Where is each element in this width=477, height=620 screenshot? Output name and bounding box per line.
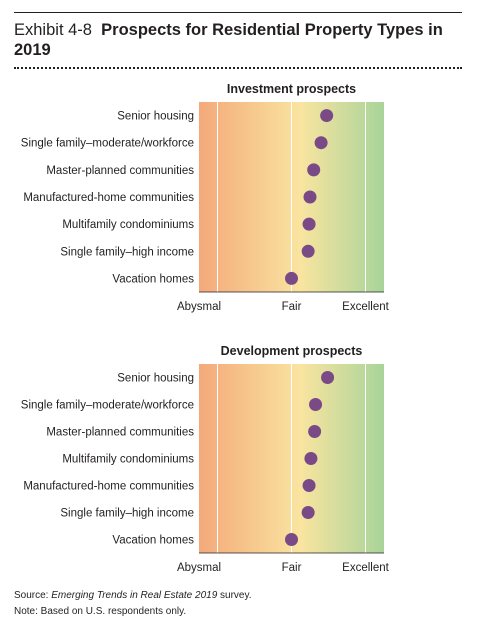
investment-data-point <box>303 190 317 204</box>
top-rule <box>14 12 462 13</box>
source-title: Emerging Trends in Real Estate 2019 <box>51 590 218 601</box>
footnotes: Source: Emerging Trends in Real Estate 2… <box>14 588 252 620</box>
source-suffix: survey. <box>217 590 252 601</box>
development-category-label: Multifamily condominiums <box>62 454 194 466</box>
development-chart-title: Development prospects <box>221 344 363 358</box>
investment-category-label: Manufactured-home communities <box>23 192 194 204</box>
investment-category-label: Senior housing <box>117 111 194 123</box>
respondents-note: Note: Based on U.S. respondents only. <box>14 606 187 617</box>
development-category-label: Single family–moderate/workforce <box>21 400 194 412</box>
development-data-point <box>285 533 298 546</box>
investment-category-label: Single family–high income <box>60 246 194 258</box>
investment-category-label: Master-planned communities <box>46 165 194 177</box>
development-data-point <box>308 425 322 438</box>
source-note: Source: Emerging Trends in Real Estate 2… <box>14 588 252 604</box>
investment-category-label: Single family–moderate/workforce <box>21 138 194 150</box>
investment-data-point <box>301 244 315 258</box>
development-scale-label: Excellent <box>342 562 389 574</box>
development-category-label: Master-planned communities <box>46 427 194 439</box>
investment-scale-label: Fair <box>282 301 302 313</box>
investment-data-point <box>314 136 328 150</box>
development-scale-label: Abysmal <box>177 562 221 574</box>
development-chart: Development prospects Abysmal Fair Excellen… <box>21 344 390 574</box>
exhibit-title: Exhibit 4-8 Prospects for Residential Pr… <box>14 20 462 60</box>
investment-data-point <box>320 109 334 123</box>
investment-scale-label: Abysmal <box>177 301 221 313</box>
source-prefix: Source: <box>14 590 52 601</box>
investment-category-label: Vacation homes <box>112 273 194 285</box>
exhibit-label: Exhibit 4-8 <box>14 21 92 39</box>
investment-data-point <box>302 217 316 231</box>
development-data-point <box>321 371 335 384</box>
investment-chart-title: Investment prospects <box>227 82 356 96</box>
investment-data-point <box>307 163 321 177</box>
development-category-label: Vacation homes <box>112 535 194 547</box>
investment-scale-label: Excellent <box>342 301 389 313</box>
development-data-point <box>302 479 316 492</box>
investment-data-point <box>285 271 298 285</box>
development-category-label: Senior housing <box>117 373 194 385</box>
dotted-rule <box>14 67 462 69</box>
exhibit-title-text: Prospects for Residential Property Types… <box>14 21 443 59</box>
development-data-point <box>301 506 315 519</box>
development-category-label: Single family–high income <box>60 508 194 520</box>
development-scale-label: Fair <box>282 562 302 574</box>
investment-chart: Investment prospects Abysmal Fair Excellent… <box>21 82 390 313</box>
development-data-point <box>304 452 318 465</box>
development-category-label: Manufactured-home communities <box>23 481 194 493</box>
investment-category-label: Multifamily condominiums <box>62 219 194 231</box>
development-data-point <box>309 398 323 411</box>
